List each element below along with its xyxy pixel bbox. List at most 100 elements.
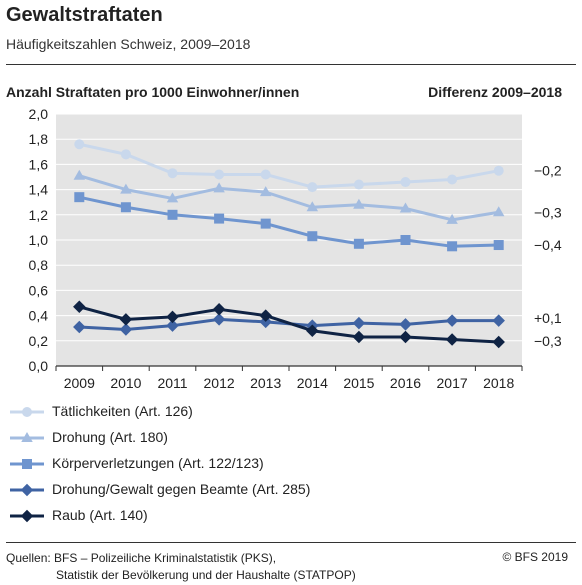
y-tick-label: 0,4 xyxy=(29,308,49,324)
legend-marker xyxy=(22,459,32,469)
y-tick-label: 1,8 xyxy=(29,131,49,147)
data-point xyxy=(73,169,86,180)
legend-marker xyxy=(20,509,34,523)
data-point xyxy=(446,213,458,224)
data-point xyxy=(167,209,178,220)
data-point xyxy=(120,149,131,160)
legend-label: Körperverletzungen (Art. 122/123) xyxy=(52,455,264,471)
x-tick-label: 2013 xyxy=(250,375,281,391)
x-tick-label: 2012 xyxy=(204,375,235,391)
data-point xyxy=(167,168,178,179)
x-tick-label: 2014 xyxy=(297,375,328,391)
data-point xyxy=(259,186,272,197)
bottom-rule xyxy=(6,542,576,543)
series-line xyxy=(78,174,499,222)
legend-marker xyxy=(21,432,33,442)
difference-value: −0,2 xyxy=(534,163,562,179)
legend-item: Drohung (Art. 180) xyxy=(8,426,368,450)
data-point xyxy=(307,182,318,193)
data-point xyxy=(492,314,505,327)
sources: Quellen: BFS – Polizeiliche Kriminalstat… xyxy=(6,550,356,584)
legend-swatch xyxy=(10,432,44,442)
data-point xyxy=(74,139,85,150)
data-point xyxy=(399,202,412,213)
legend-label: Drohung/Gewalt gegen Beamte (Art. 285) xyxy=(52,481,311,497)
y-tick-label: 0,8 xyxy=(29,257,49,273)
difference-value: −0,3 xyxy=(534,333,562,349)
x-tick-label: 2018 xyxy=(483,375,514,391)
y-tick-label: 1,2 xyxy=(29,207,49,223)
difference-value: −0,3 xyxy=(534,204,562,220)
y-tick-label: 0,6 xyxy=(29,282,49,298)
legend-marker xyxy=(20,483,34,497)
data-point xyxy=(353,198,365,209)
legend-label: Drohung (Art. 180) xyxy=(52,429,168,445)
line-chart: 0,0 0,2 0,4 0,6 0,8 1,0 1,2 1,4 1,6 1,8 2,0 2009 201… xyxy=(29,106,562,391)
difference-label: Differenz 2009–2018 xyxy=(428,84,562,100)
data-point xyxy=(74,192,85,203)
legend-label: Raub (Art. 140) xyxy=(52,507,148,523)
data-point xyxy=(400,177,411,188)
data-point xyxy=(352,330,366,344)
data-point xyxy=(353,238,364,249)
chart-title: Gewaltstraftaten xyxy=(6,4,163,26)
legend-item: Raub (Art. 140) xyxy=(8,504,368,528)
y-axis-label: Anzahl Straftaten pro 1000 Einwohner/inn… xyxy=(6,84,300,100)
x-tick-label: 2009 xyxy=(64,375,95,391)
data-point xyxy=(399,318,412,331)
data-point xyxy=(352,316,366,330)
data-point xyxy=(260,218,271,229)
legend-item: Drohung/Gewalt gegen Beamte (Art. 285) xyxy=(8,478,368,502)
x-tick-label: 2017 xyxy=(437,375,468,391)
data-point xyxy=(399,330,412,344)
series-line xyxy=(78,142,499,189)
data-point xyxy=(212,313,226,326)
legend-swatch xyxy=(10,407,44,417)
x-tick-label: 2011 xyxy=(157,375,187,391)
y-tick-label: 1,6 xyxy=(29,156,49,172)
data-point xyxy=(166,319,179,332)
x-tick-label: 2016 xyxy=(390,375,421,391)
data-point xyxy=(214,213,225,224)
y-tick-label: 0,2 xyxy=(29,333,49,349)
data-point xyxy=(119,313,133,326)
x-tick-label: 2010 xyxy=(110,375,141,391)
sources-line-2: Statistik der Bevölkerung und der Hausha… xyxy=(56,568,356,582)
data-point xyxy=(73,320,86,334)
data-point xyxy=(212,303,226,316)
difference-value: −0,4 xyxy=(534,237,562,253)
y-tick-label: 2,0 xyxy=(29,106,49,122)
legend-item: Körperverletzungen (Art. 122/123) xyxy=(8,452,368,476)
series-line xyxy=(78,305,499,344)
data-point xyxy=(213,182,225,193)
data-point xyxy=(492,206,505,217)
data-point xyxy=(445,314,459,327)
data-point xyxy=(166,192,179,203)
data-point xyxy=(260,169,271,180)
data-point xyxy=(306,324,319,337)
data-point xyxy=(119,323,133,336)
data-point xyxy=(353,179,364,190)
data-point xyxy=(447,241,458,252)
data-point xyxy=(445,333,459,346)
legend-swatch xyxy=(10,459,44,469)
data-point xyxy=(214,169,225,180)
data-point xyxy=(493,240,504,251)
data-point xyxy=(120,202,131,213)
data-point xyxy=(492,335,505,349)
series-line xyxy=(78,195,499,248)
x-tick-label: 2015 xyxy=(343,375,374,391)
legend-swatch xyxy=(10,483,44,497)
data-point xyxy=(259,315,272,329)
legend-item: Tätlichkeiten (Art. 126) xyxy=(8,400,368,424)
chart-subtitle: Häufigkeitszahlen Schweiz, 2009–2018 xyxy=(6,36,251,52)
y-tick-label: 1,4 xyxy=(29,182,49,198)
data-point xyxy=(493,165,504,176)
sources-line-1: Quellen: BFS – Polizeiliche Kriminalstat… xyxy=(6,551,277,565)
difference-value: +0,1 xyxy=(534,310,562,326)
data-point xyxy=(73,300,86,314)
data-point xyxy=(400,235,411,245)
data-point xyxy=(166,310,179,324)
y-tick-label: 0,0 xyxy=(29,358,49,374)
data-point xyxy=(447,174,458,185)
